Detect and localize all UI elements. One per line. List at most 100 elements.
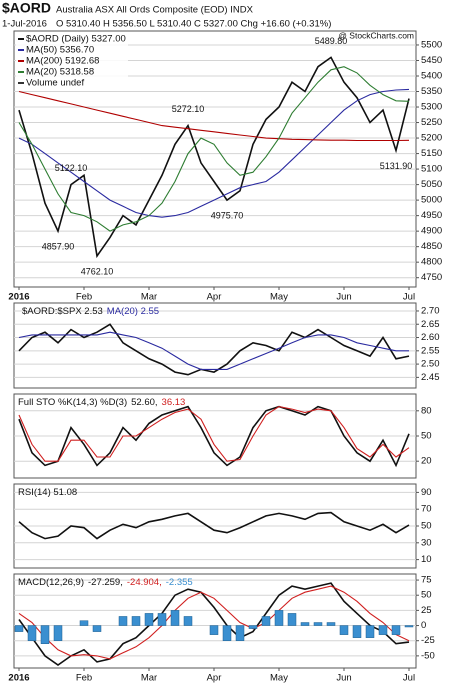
panel-frame [13, 573, 417, 669]
histogram-bar [79, 620, 89, 626]
y-tick-label: 4800 [421, 257, 442, 268]
histogram-bar [404, 625, 414, 628]
date: 1-Jul-2016 [2, 19, 47, 30]
price-annotation: 4975.70 [211, 210, 244, 220]
legend-entry: Volume undef [26, 78, 84, 89]
panel-title: RSI(14) 51.08 [18, 487, 77, 498]
panel-frame [13, 30, 417, 288]
x-tick-label: Jul [403, 673, 415, 684]
histogram-bar [118, 616, 128, 626]
y-tick-label: 5150 [421, 148, 442, 159]
histogram-bar [144, 613, 154, 626]
histogram-bar [248, 625, 258, 629]
histogram-bar [131, 616, 141, 626]
histogram-bar [326, 622, 336, 626]
x-tick-label: Mar [141, 292, 157, 303]
panel-title: Full STO %K(14,3) %D(3) [18, 397, 127, 408]
y-tick-label: 20 [421, 456, 432, 467]
histogram-bar [53, 625, 63, 641]
y-tick-label: 5250 [421, 117, 442, 128]
histogram-bar [365, 625, 375, 638]
y-tick-label: 25 [421, 605, 432, 616]
y-tick-label: 50 [421, 521, 432, 532]
legend: MACD(12,26,9) -27.259, -24.904, -2.355 [18, 577, 193, 588]
y-tick-label: 70 [421, 504, 432, 515]
legend-entry: 52.60, [131, 397, 157, 408]
x-tick-label: Jun [336, 673, 351, 684]
y-tick-label: 4850 [421, 241, 442, 252]
y-tick-label: 50 [421, 431, 432, 442]
y-tick-label: 5100 [421, 164, 442, 175]
x-tick-label: 2016 [8, 292, 29, 303]
legend-box [16, 33, 128, 91]
y-tick-label: 50 [421, 590, 432, 601]
histogram-bar [378, 625, 388, 635]
y-tick-label: 2.45 [421, 372, 440, 383]
series-line [18, 56, 410, 259]
y-tick-label: 4900 [421, 226, 442, 237]
histogram-bar [339, 625, 349, 635]
y-tick-label: 30 [421, 537, 432, 548]
series-line [18, 582, 410, 666]
x-tick-label: May [270, 292, 288, 303]
histogram-bar [352, 625, 362, 638]
series-line [18, 405, 410, 468]
y-tick-label: 10 [421, 554, 432, 565]
histogram-bar [157, 613, 167, 626]
series-line [18, 511, 410, 540]
x-tick-label: Mar [141, 673, 157, 684]
histogram-bar [40, 625, 50, 644]
price-annotation: 5489.80 [315, 36, 348, 46]
legend-entry: $AORD:$SPX 2.53 [22, 306, 103, 317]
legend-entry: -2.355 [166, 577, 193, 588]
series-line [18, 90, 410, 142]
x-tick-label: Apr [207, 292, 222, 303]
histogram-bar [92, 625, 102, 632]
x-tick-label: Apr [207, 673, 222, 684]
y-tick-label: 90 [421, 487, 432, 498]
panel-title: MACD(12,26,9) [18, 577, 84, 588]
legend: RSI(14) 51.08 [18, 487, 77, 498]
y-tick-label: 4750 [421, 272, 442, 283]
y-tick-label: -50 [421, 650, 435, 661]
histogram-bar [300, 622, 310, 626]
legend: Full STO %K(14,3) %D(3) 52.60, 36.13 [18, 397, 185, 408]
legend-entry: -24.904, [127, 577, 162, 588]
y-tick-label: 80 [421, 405, 432, 416]
y-tick-label: 5300 [421, 102, 442, 113]
series-line [18, 585, 410, 660]
series-line [18, 66, 410, 232]
legend-entry: -27.259, [88, 577, 123, 588]
series-line [18, 406, 410, 462]
legend: $AORD:$SPX 2.53 MA(20) 2.55 [22, 306, 159, 317]
legend-entry: MA(200) 5192.68 [26, 56, 99, 67]
y-tick-label: 75 [421, 575, 432, 586]
y-tick-label: -25 [421, 635, 435, 646]
legend-entry: MA(20) 2.55 [107, 306, 159, 317]
price-annotation: 5122.10 [55, 163, 88, 173]
y-tick-label: 2.65 [421, 319, 440, 330]
x-tick-label: Jul [403, 292, 415, 303]
price-annotation: 4857.90 [42, 242, 75, 252]
y-tick-label: 5200 [421, 133, 442, 144]
histogram-bar [313, 622, 323, 626]
legend-entry: 36.13 [162, 397, 186, 408]
histogram-bar [261, 616, 271, 626]
y-tick-label: 5500 [421, 39, 442, 50]
price-annotation: 4762.10 [81, 266, 114, 276]
price-annotation: 5272.10 [172, 104, 205, 114]
series-line [18, 88, 410, 218]
y-tick-label: 5450 [421, 55, 442, 66]
y-tick-label: 2.50 [421, 359, 440, 370]
y-tick-label: 5400 [421, 71, 442, 82]
price-annotation: 5131.90 [380, 161, 413, 171]
histogram-bar [14, 625, 24, 632]
x-tick-label: Feb [76, 292, 92, 303]
chart-title: $AORD [2, 0, 51, 16]
panel-frame [13, 302, 417, 389]
x-tick-label: Jun [336, 292, 351, 303]
series-line [18, 331, 409, 370]
histogram-bar [209, 625, 219, 635]
y-tick-label: 2.70 [421, 305, 440, 316]
